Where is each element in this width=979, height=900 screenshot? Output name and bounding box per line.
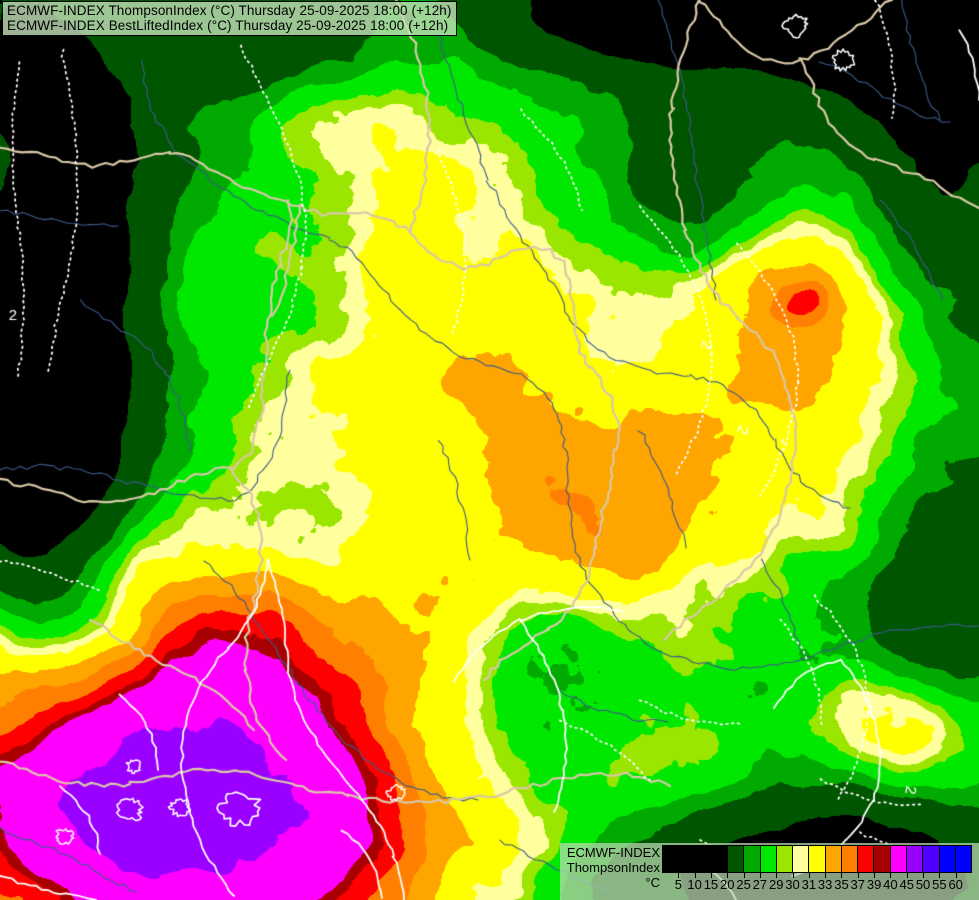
legend-model-label: ECMWF-INDEX — [566, 845, 660, 860]
colorbar-tick-35 — [841, 873, 843, 878]
colorbar-tick-39 — [874, 873, 876, 878]
colorbar-tick-label-15: 15 — [703, 877, 719, 892]
colorbar-tick-label-29: 29 — [768, 877, 784, 892]
colorbar-swatch-9 — [809, 846, 826, 872]
colorbar-swatch-17 — [939, 846, 956, 872]
colorbar-tick-25 — [743, 873, 745, 878]
colorbar-tick-5 — [678, 873, 680, 878]
colorbar-tick-label-27: 27 — [752, 877, 768, 892]
header-title-best-lifted-index: ECMWF-INDEX BestLiftedIndex (°C) Thursda… — [7, 18, 449, 33]
colorbar-tick-29 — [776, 873, 778, 878]
colorbar-tick-label-31: 31 — [801, 877, 817, 892]
legend-labels: ECMWF-INDEX ThompsonIndex °C — [560, 845, 660, 891]
legend-parameter-label: ThompsonIndex — [566, 860, 660, 875]
colorbar-swatch-4 — [728, 846, 745, 872]
colorbar-swatches — [662, 845, 972, 873]
colorbar-tick-label-39: 39 — [866, 877, 882, 892]
colorbar-tick-55 — [939, 873, 941, 878]
colorbar-swatch-3 — [711, 846, 729, 872]
colorbar-swatch-11 — [841, 846, 859, 872]
colorbar-tick-label-33: 33 — [817, 877, 833, 892]
colorbar-tick-30 — [792, 873, 794, 878]
colorbar-tick-15 — [710, 873, 712, 878]
colorbar-swatch-1 — [679, 846, 696, 872]
colorbar-tick-label-20: 20 — [720, 877, 735, 892]
colorbar-swatch-5 — [744, 846, 761, 872]
colorbar-ticks — [662, 873, 972, 879]
colorbar-tick-45 — [906, 873, 908, 878]
colorbar-tick-label-10: 10 — [687, 877, 702, 892]
colorbar-swatch-10 — [825, 846, 842, 872]
colorbar-tick-31 — [808, 873, 810, 878]
colorbar-swatch-12 — [858, 846, 875, 872]
colorbar-tick-10 — [694, 873, 696, 878]
colorbar-tick-labels: 5 10 15 20 25 27 29 30 31 33 35 37 39 40 45 50 55 60 — [662, 877, 972, 897]
colorbar-swatch-13 — [874, 846, 891, 872]
colorbar-tick-label-5: 5 — [674, 877, 682, 892]
colorbar-tick-label-50: 50 — [915, 877, 931, 892]
colorbar-tick-label-25: 25 — [736, 877, 751, 892]
colorbar-legend: ECMWF-INDEX ThompsonIndex °C 5 10 15 20 25 27… — [560, 843, 979, 900]
colorbar-tick-27 — [759, 873, 761, 878]
colorbar-swatch-16 — [923, 846, 940, 872]
colorbar-tick-33 — [825, 873, 827, 878]
header-title-thompson-index: ECMWF-INDEX ThompsonIndex (°C) Thursday … — [7, 3, 452, 18]
colorbar-tick-label-45: 45 — [899, 877, 914, 892]
colorbar-swatch-18 — [955, 846, 972, 872]
header-banner: ECMWF-INDEX ThompsonIndex (°C) Thursday … — [2, 1, 457, 36]
colorbar-tick-20 — [727, 873, 729, 878]
colorbar-tick-label-30: 30 — [785, 877, 800, 892]
colorbar-swatch-14 — [890, 846, 907, 872]
legend-unit-label: °C — [645, 875, 660, 890]
colorbar-tick-label-37: 37 — [850, 877, 866, 892]
colorbar-tick-label-55: 55 — [932, 877, 947, 892]
colorbar-swatch-8 — [793, 846, 810, 872]
colorbar-swatch-15 — [906, 846, 924, 872]
colorbar-swatch-0 — [663, 846, 680, 872]
colorbar-tick-60 — [955, 873, 957, 878]
colorbar-tick-40 — [890, 873, 892, 878]
colorbar-tick-50 — [923, 873, 925, 878]
colorbar-tick-label-60: 60 — [948, 877, 963, 892]
colorbar-tick-label-40: 40 — [883, 877, 898, 892]
colorbar-swatch-2 — [695, 846, 712, 872]
colorbar-tick-37 — [857, 873, 859, 878]
colorbar-swatch-6 — [760, 846, 777, 872]
colorbar-tick-label-35: 35 — [834, 877, 849, 892]
colorbar-swatch-7 — [776, 846, 794, 872]
